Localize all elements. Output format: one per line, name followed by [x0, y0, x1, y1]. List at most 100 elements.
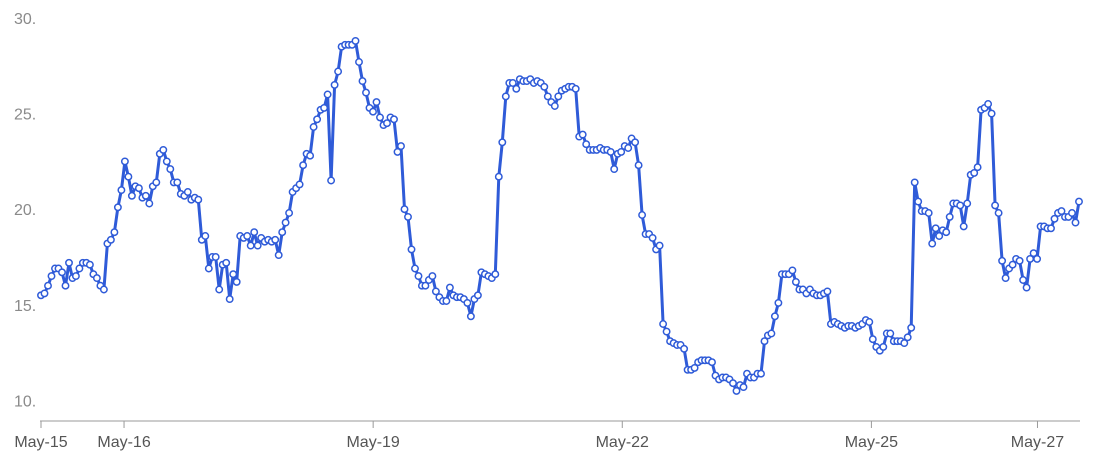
- data-point: [99, 285, 108, 294]
- data-point: [106, 235, 115, 244]
- data-point: [215, 285, 224, 294]
- data-point: [543, 92, 552, 101]
- data-point: [998, 256, 1007, 265]
- data-point: [61, 281, 70, 290]
- data-point: [973, 163, 982, 172]
- data-point: [271, 235, 280, 244]
- y-tick-label: 15.: [14, 298, 36, 315]
- data-point: [498, 138, 507, 147]
- data-point: [75, 264, 84, 273]
- data-point: [92, 274, 101, 283]
- data-point: [320, 103, 329, 112]
- data-point: [900, 339, 909, 348]
- data-point: [327, 176, 336, 185]
- data-point: [680, 344, 689, 353]
- data-point: [1033, 254, 1042, 263]
- data-point: [232, 277, 241, 286]
- data-point: [631, 138, 640, 147]
- data-point: [690, 363, 699, 372]
- data-point: [617, 147, 626, 156]
- data-point: [501, 92, 510, 101]
- data-point: [159, 145, 168, 154]
- data-point: [638, 211, 647, 219]
- data-point: [655, 241, 664, 250]
- data-point: [823, 287, 832, 296]
- data-points: [37, 36, 1083, 395]
- y-axis-labels: 10. 15. 20. 25. 30.: [14, 11, 36, 410]
- data-point: [739, 383, 748, 392]
- data-point: [540, 82, 549, 91]
- data-point: [243, 232, 252, 240]
- data-point: [582, 140, 591, 149]
- x-tick-label: May-15: [14, 434, 67, 451]
- data-point: [194, 195, 203, 204]
- data-point: [928, 239, 937, 248]
- data-point: [44, 281, 52, 290]
- data-point: [1068, 209, 1076, 217]
- data-point: [984, 100, 993, 108]
- data-point: [634, 161, 643, 170]
- data-point: [662, 327, 671, 336]
- data-point: [285, 209, 294, 217]
- data-point: [987, 109, 996, 118]
- data-point: [334, 67, 343, 76]
- data-point: [351, 36, 360, 45]
- data-point: [924, 209, 933, 217]
- data-point: [571, 84, 580, 93]
- data-point: [428, 272, 437, 281]
- data-point: [390, 115, 398, 124]
- data-point: [299, 161, 308, 170]
- data-point: [610, 165, 619, 174]
- data-point: [770, 312, 779, 321]
- data-point: [550, 102, 559, 110]
- data-point: [393, 147, 402, 156]
- data-point: [222, 258, 231, 267]
- data-point: [47, 272, 56, 281]
- data-point: [376, 113, 384, 122]
- data-point: [113, 203, 122, 212]
- data-point: [935, 232, 944, 240]
- data-point: [355, 58, 363, 66]
- data-point: [963, 199, 972, 208]
- data-point: [606, 147, 615, 156]
- data-point: [306, 151, 315, 160]
- data-point: [358, 77, 367, 86]
- data-point: [362, 88, 370, 97]
- data-point: [124, 172, 133, 181]
- x-tick-label: May-19: [346, 434, 399, 451]
- data-point: [65, 258, 73, 267]
- x-axis: May-15 May-16 May-19 May-22 May-25 May-27: [14, 421, 1064, 451]
- data-point: [85, 260, 94, 269]
- data-point: [473, 291, 482, 300]
- data-point: [1050, 214, 1059, 223]
- data-point: [372, 98, 381, 107]
- data-point: [414, 272, 423, 281]
- data-point: [145, 199, 154, 208]
- data-point: [295, 180, 304, 189]
- data-point: [445, 283, 454, 292]
- data-point: [117, 186, 126, 195]
- data-point: [991, 201, 1000, 210]
- data-point: [400, 205, 409, 214]
- y-tick-label: 25.: [14, 107, 36, 124]
- data-point: [886, 329, 895, 338]
- data-point: [166, 165, 175, 174]
- data-point: [732, 386, 741, 395]
- data-point: [767, 329, 776, 338]
- data-point: [313, 115, 322, 124]
- data-point: [250, 228, 259, 237]
- data-point: [281, 218, 290, 227]
- data-point: [323, 90, 332, 99]
- data-point: [648, 233, 657, 242]
- data-point: [491, 270, 500, 279]
- data-point: [183, 188, 192, 196]
- x-tick-label: May-27: [1011, 434, 1064, 451]
- data-point: [791, 277, 800, 286]
- data-point: [760, 337, 769, 346]
- data-point: [494, 172, 503, 181]
- data-point: [903, 333, 912, 342]
- data-point: [1001, 274, 1010, 283]
- data-point: [931, 224, 940, 233]
- data-point: [994, 209, 1003, 217]
